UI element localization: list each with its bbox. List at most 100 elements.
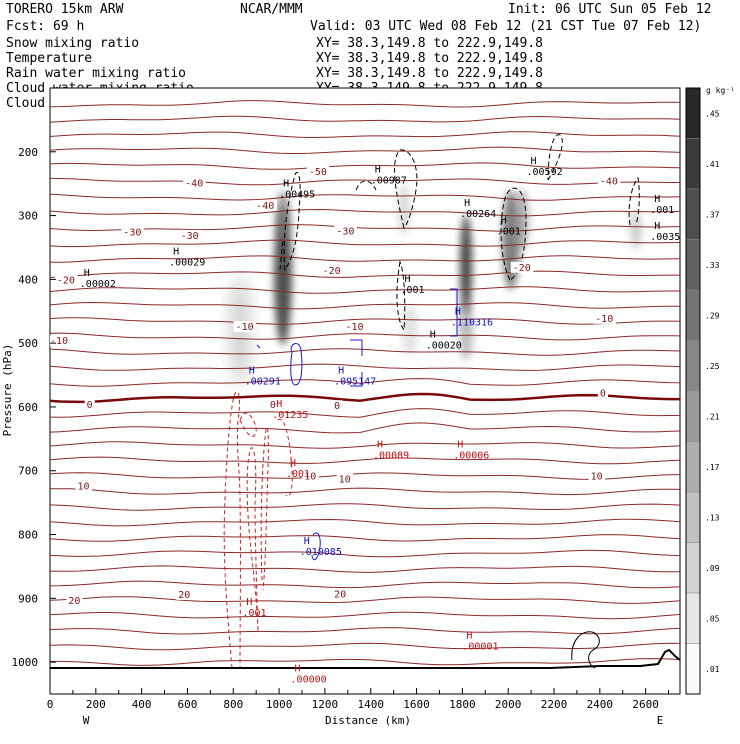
isotherm-line — [50, 193, 680, 201]
colorbar-swatch — [685, 340, 701, 392]
isotherm-label: 20 — [334, 589, 346, 600]
x-tick-label: 200 — [86, 698, 106, 711]
shade-column-1600 — [402, 305, 418, 355]
x-tick-label: 0 — [47, 698, 54, 711]
center-title: NCAR/MMM — [240, 2, 303, 17]
colorbar-label: .41 — [705, 160, 720, 169]
contour-label-bg — [306, 166, 330, 178]
isotherm-line — [50, 422, 680, 434]
isotherm-label: 10 — [77, 482, 89, 493]
init-time: Init: 06 UTC Sun 05 Feb 12 — [508, 2, 712, 17]
isotherm-label: -30 — [181, 231, 199, 242]
isotherm-line — [50, 658, 680, 666]
x-tick-label: 2600 — [632, 698, 659, 711]
maximum-marker-h: H — [430, 329, 436, 340]
forecast-hour: Fcst: 69 h — [6, 19, 84, 34]
shade-column-1000-upper — [276, 190, 290, 240]
cloudwater-bracket-1800 — [450, 288, 458, 337]
isotherm-line — [50, 100, 680, 108]
colorbar-label: .05 — [705, 614, 720, 623]
colorbar-label: .37 — [705, 210, 720, 219]
shade-column-1820-low — [459, 300, 473, 360]
contour-label-bg — [66, 594, 83, 606]
contour-label-bg — [178, 229, 202, 241]
x-tick-label: 1200 — [312, 698, 339, 711]
maximum-value-label: .00987 — [371, 176, 407, 187]
plot-frame — [49, 87, 681, 695]
y-tick-label: 300 — [18, 210, 38, 223]
colorbar-unit: g kg⁻¹ — [706, 86, 735, 95]
isotherm-label: 10 — [339, 475, 351, 486]
maximum-marker-h: H — [295, 664, 301, 675]
contour-label-bg — [320, 264, 344, 276]
field-xy: XY= 38.3,149.8 to 222.9,149.8 — [316, 66, 543, 81]
colorbar-swatch — [685, 239, 701, 291]
contour-label-bg — [334, 225, 357, 237]
isotherm-line — [50, 580, 680, 589]
colorbar-label: .13 — [705, 513, 720, 522]
contour-label-bg — [588, 470, 606, 482]
maximum-marker-h: H — [283, 179, 289, 190]
colorbar-swatch — [685, 87, 701, 139]
isotherm-line — [50, 208, 680, 217]
maximum-marker-h: H — [249, 366, 255, 377]
x-axis-right-end: E — [657, 714, 664, 727]
contour-label-bg — [84, 398, 95, 410]
maximum-value-label: .00006 — [453, 451, 489, 462]
isotherm-line — [50, 177, 680, 186]
colorbar-label: .01 — [705, 665, 720, 674]
isotherm-line — [50, 503, 680, 511]
isotherm-line — [50, 146, 680, 154]
y-axis-label: Pressure (hPa) — [1, 344, 14, 437]
isotherm-label: -30 — [336, 226, 354, 237]
maximum-value-label: .010085 — [300, 547, 342, 558]
model-title: TORERO 15km ARW — [6, 2, 124, 17]
field-name: Rain water mixing ratio — [6, 66, 186, 81]
isotherm-line — [50, 255, 680, 263]
colorbar-swatch — [685, 491, 701, 543]
colorbar-swatch — [685, 390, 701, 442]
contour-label-bg — [75, 480, 92, 492]
maximum-value-label: .001 — [286, 469, 310, 480]
isotherm-label: -10 — [346, 322, 364, 333]
x-tick-label: 600 — [178, 698, 198, 711]
isotherm-line — [50, 378, 680, 387]
colorbar-swatch — [685, 592, 701, 644]
isotherm-line — [50, 332, 680, 341]
maximum-marker-h: H — [501, 216, 507, 227]
isotherm-label: 20 — [178, 590, 190, 601]
maximum-value-label: .001 — [242, 608, 266, 619]
isotherm-label: 10 — [591, 471, 603, 482]
isotherm-line — [50, 472, 680, 480]
colorbar-swatch — [685, 188, 701, 240]
isotherm-line — [50, 565, 680, 573]
isotherm-line — [50, 549, 680, 558]
isotherm-line — [50, 408, 680, 418]
terrain-surface — [50, 648, 680, 669]
maxima-labels: H.00495H.00987H.00264H.00592H.001H.00356… — [80, 156, 680, 686]
terrain-ridge-contour — [571, 631, 600, 669]
shade-column-2640 — [630, 210, 642, 250]
y-axis: 200 300 400 500 600 700 800 900 1000 — [12, 146, 56, 669]
isotherm-line — [50, 392, 680, 404]
isotherm-line — [50, 441, 680, 449]
isotherm-label: 10 — [304, 471, 316, 482]
cloudwater-hook-900 — [256, 344, 261, 349]
maximum-marker-h: H — [654, 221, 660, 232]
colorbar-label: .33 — [705, 261, 720, 270]
isotherm-label: 0 — [270, 400, 276, 411]
maximum-value-label: .00495 — [279, 190, 315, 201]
maximum-value-label: .00029 — [169, 257, 205, 268]
isotherm-line — [50, 115, 680, 123]
contour-label-bg — [597, 387, 609, 399]
y-tick-label: 1000 — [12, 656, 39, 669]
x-tick-label: 2000 — [495, 698, 522, 711]
maximum-marker-h: H — [455, 306, 461, 317]
valid-time: Valid: 03 UTC Wed 08 Feb 12 (21 CST Tue … — [310, 19, 701, 34]
x-axis: 0 200 400 600 800 1000 1200 1400 1600 1800 2000 220… — [47, 688, 670, 711]
maximum-marker-h: H — [246, 597, 252, 608]
maximum-value-label: .00000 — [291, 675, 327, 686]
isotherm-label: -40 — [256, 201, 274, 212]
maximum-value-label: .001 — [650, 205, 674, 216]
